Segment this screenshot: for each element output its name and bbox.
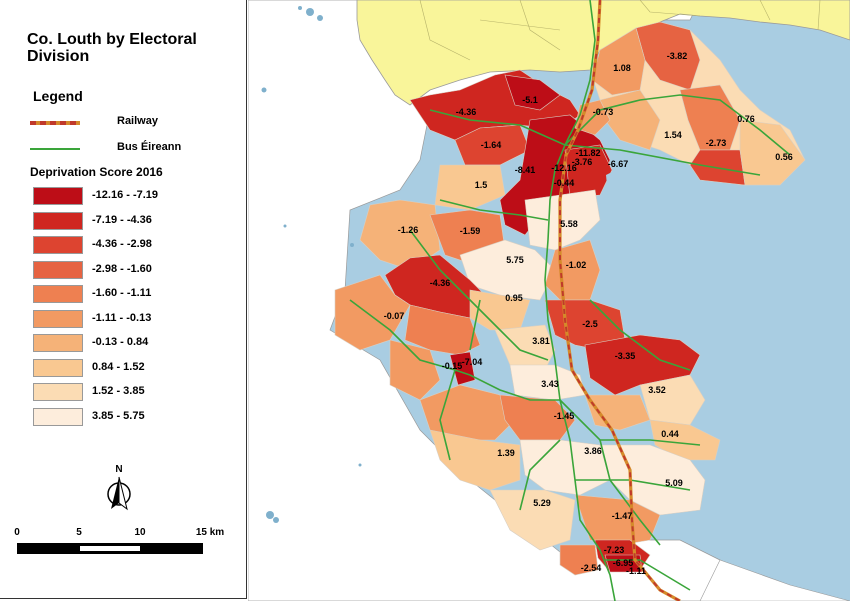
legend-class-3: -2.98 - -1.60 — [33, 260, 233, 283]
legend-class-swatch — [33, 383, 83, 401]
ed-value-label: 5.58 — [560, 219, 578, 229]
legend-class-9: 3.85 - 5.75 — [33, 407, 233, 430]
legend-label-railway: Railway — [117, 115, 158, 127]
scale-bar: 0 5 10 15 km — [14, 527, 224, 554]
scale-tick-5: 5 — [76, 527, 82, 538]
legend-class-swatch — [33, 334, 83, 352]
legend-class-label: 1.52 - 3.85 — [92, 385, 145, 397]
ed-value-label: -6.95 — [613, 558, 634, 568]
ed-value-label: -11.82 — [575, 148, 600, 158]
legend-class-label: -0.13 - 0.84 — [92, 336, 149, 348]
ed-value-label: -1.45 — [554, 411, 575, 421]
north-label: N — [115, 464, 122, 475]
ed-value-label: -1.26 — [398, 225, 419, 235]
legend-class-swatch — [33, 309, 83, 328]
legend-class-label: -4.36 - -2.98 — [92, 238, 152, 250]
bus-route-line-icon — [30, 148, 80, 150]
ed-value-label: 3.86 — [584, 446, 602, 456]
ed-value-label: 1.5 — [475, 180, 488, 190]
lakes — [261, 6, 362, 523]
legend-heading: Legend — [33, 88, 83, 104]
ed-value-label: -0.73 — [593, 107, 614, 117]
ed-value-label: -3.76 — [572, 157, 593, 167]
ed-value-label: 1.54 — [664, 130, 682, 140]
ed-value-label: -6.67 — [608, 159, 629, 169]
ed-value-label: -1.64 — [481, 140, 502, 150]
scale-tick-0: 0 — [14, 527, 20, 538]
legend-class-swatch — [33, 236, 83, 254]
scale-tick-15: 15 km — [196, 527, 224, 538]
map-canvas[interactable]: -3.82 1.08 -4.36 -5.1 -0.73 1.54 -2.73 0.76 -1.6… — [248, 0, 850, 601]
legend-item-railway: Railway — [30, 115, 240, 131]
ed-value-label: -2.73 — [706, 138, 727, 148]
ed-value-label: 0.56 — [775, 152, 793, 162]
legend-class-label: -1.60 - -1.11 — [92, 287, 152, 299]
legend-class-4: -1.60 - -1.11 — [33, 285, 233, 307]
ed-value-label: 3.43 — [541, 379, 559, 389]
legend-class-label: 3.85 - 5.75 — [92, 409, 145, 422]
legend-class-label: 0.84 - 1.52 — [92, 360, 145, 373]
ed-value-label: -0.44 — [554, 178, 575, 188]
legend-class-7: 0.84 - 1.52 — [33, 358, 233, 381]
ed-value-label: -0.07 — [384, 311, 405, 321]
legend-class-swatch — [33, 407, 83, 426]
legend-label-bus: Bus Éireann — [117, 141, 182, 153]
legend-class-label: -7.19 - -4.36 — [92, 213, 152, 226]
legend-class-5: -1.11 - -0.13 — [33, 309, 233, 332]
ed-value-label: -5.1 — [522, 95, 538, 105]
legend-class-swatch — [33, 358, 83, 377]
ed-value-label: 3.52 — [648, 385, 666, 395]
ed-value-label: -3.35 — [615, 351, 636, 361]
ed-value-label: -2.5 — [582, 319, 598, 329]
legend-class-0: -12.16 - -7.19 — [33, 187, 233, 209]
ed-value-label: 1.08 — [613, 63, 631, 73]
ed-value-label: -1.59 — [460, 226, 481, 236]
ed-value-label: 5.09 — [665, 478, 683, 488]
ed-value-label: 1.39 — [497, 448, 515, 458]
ed-value-label: 0.76 — [737, 114, 755, 124]
legend-class-label: -12.16 - -7.19 — [92, 189, 159, 201]
legend-class-label: -1.11 - -0.13 — [92, 311, 152, 324]
legend-class-label: -2.98 - -1.60 — [92, 262, 152, 275]
ed-value-label: -1.11 — [626, 566, 646, 576]
bus-routes — [349, 0, 791, 601]
railway-line-icon — [30, 121, 80, 125]
legend-class-swatch — [33, 187, 83, 205]
north-arrow-icon: N — [107, 464, 131, 511]
ed-value-label: 0.44 — [661, 429, 679, 439]
scale-tick-10: 10 — [134, 527, 146, 538]
ed-value-label: -1.02 — [566, 260, 587, 270]
legend-class-swatch — [33, 285, 83, 303]
legend-class-2: -4.36 - -2.98 — [33, 236, 233, 258]
legend-panel: Co. Louth by Electoral Division Legend R… — [0, 0, 247, 599]
legend-class-8: 1.52 - 3.85 — [33, 383, 233, 405]
ed-value-label: -4.36 — [456, 107, 477, 117]
legend-item-bus: Bus Éireann — [30, 141, 240, 157]
ed-value-label: -12.16 — [551, 163, 577, 173]
map-title: Co. Louth by Electoral Division — [27, 31, 197, 65]
value-labels: -3.82 1.08 -4.36 -5.1 -0.73 1.54 -2.73 0.76 -1.6… — [384, 51, 793, 576]
ed-value-label: -4.36 — [430, 278, 451, 288]
classes-heading: Deprivation Score 2016 — [30, 165, 163, 179]
ed-value-label: -3.82 — [667, 51, 688, 61]
legend-class-swatch — [33, 260, 83, 279]
ed-value-label: 3.81 — [532, 336, 550, 346]
ed-value-label: -2.54 — [581, 563, 602, 573]
ed-value-label: -8.41 — [515, 165, 536, 175]
ed-value-label: -7.04 — [462, 357, 483, 367]
legend-class-1: -7.19 - -4.36 — [33, 211, 233, 234]
ed-value-label: -7.23 — [604, 545, 625, 555]
legend-class-6: -0.13 - 0.84 — [33, 334, 233, 356]
ed-value-label: 5.75 — [506, 255, 524, 265]
ed-value-label: 0.95 — [505, 293, 523, 303]
legend-class-swatch — [33, 211, 83, 230]
ed-value-label: -0.15 — [442, 361, 463, 371]
electoral-divisions — [334, 21, 806, 576]
ed-value-label: -1.47 — [612, 511, 633, 521]
railway-line — [558, 0, 681, 601]
ed-value-label: 5.29 — [533, 498, 551, 508]
